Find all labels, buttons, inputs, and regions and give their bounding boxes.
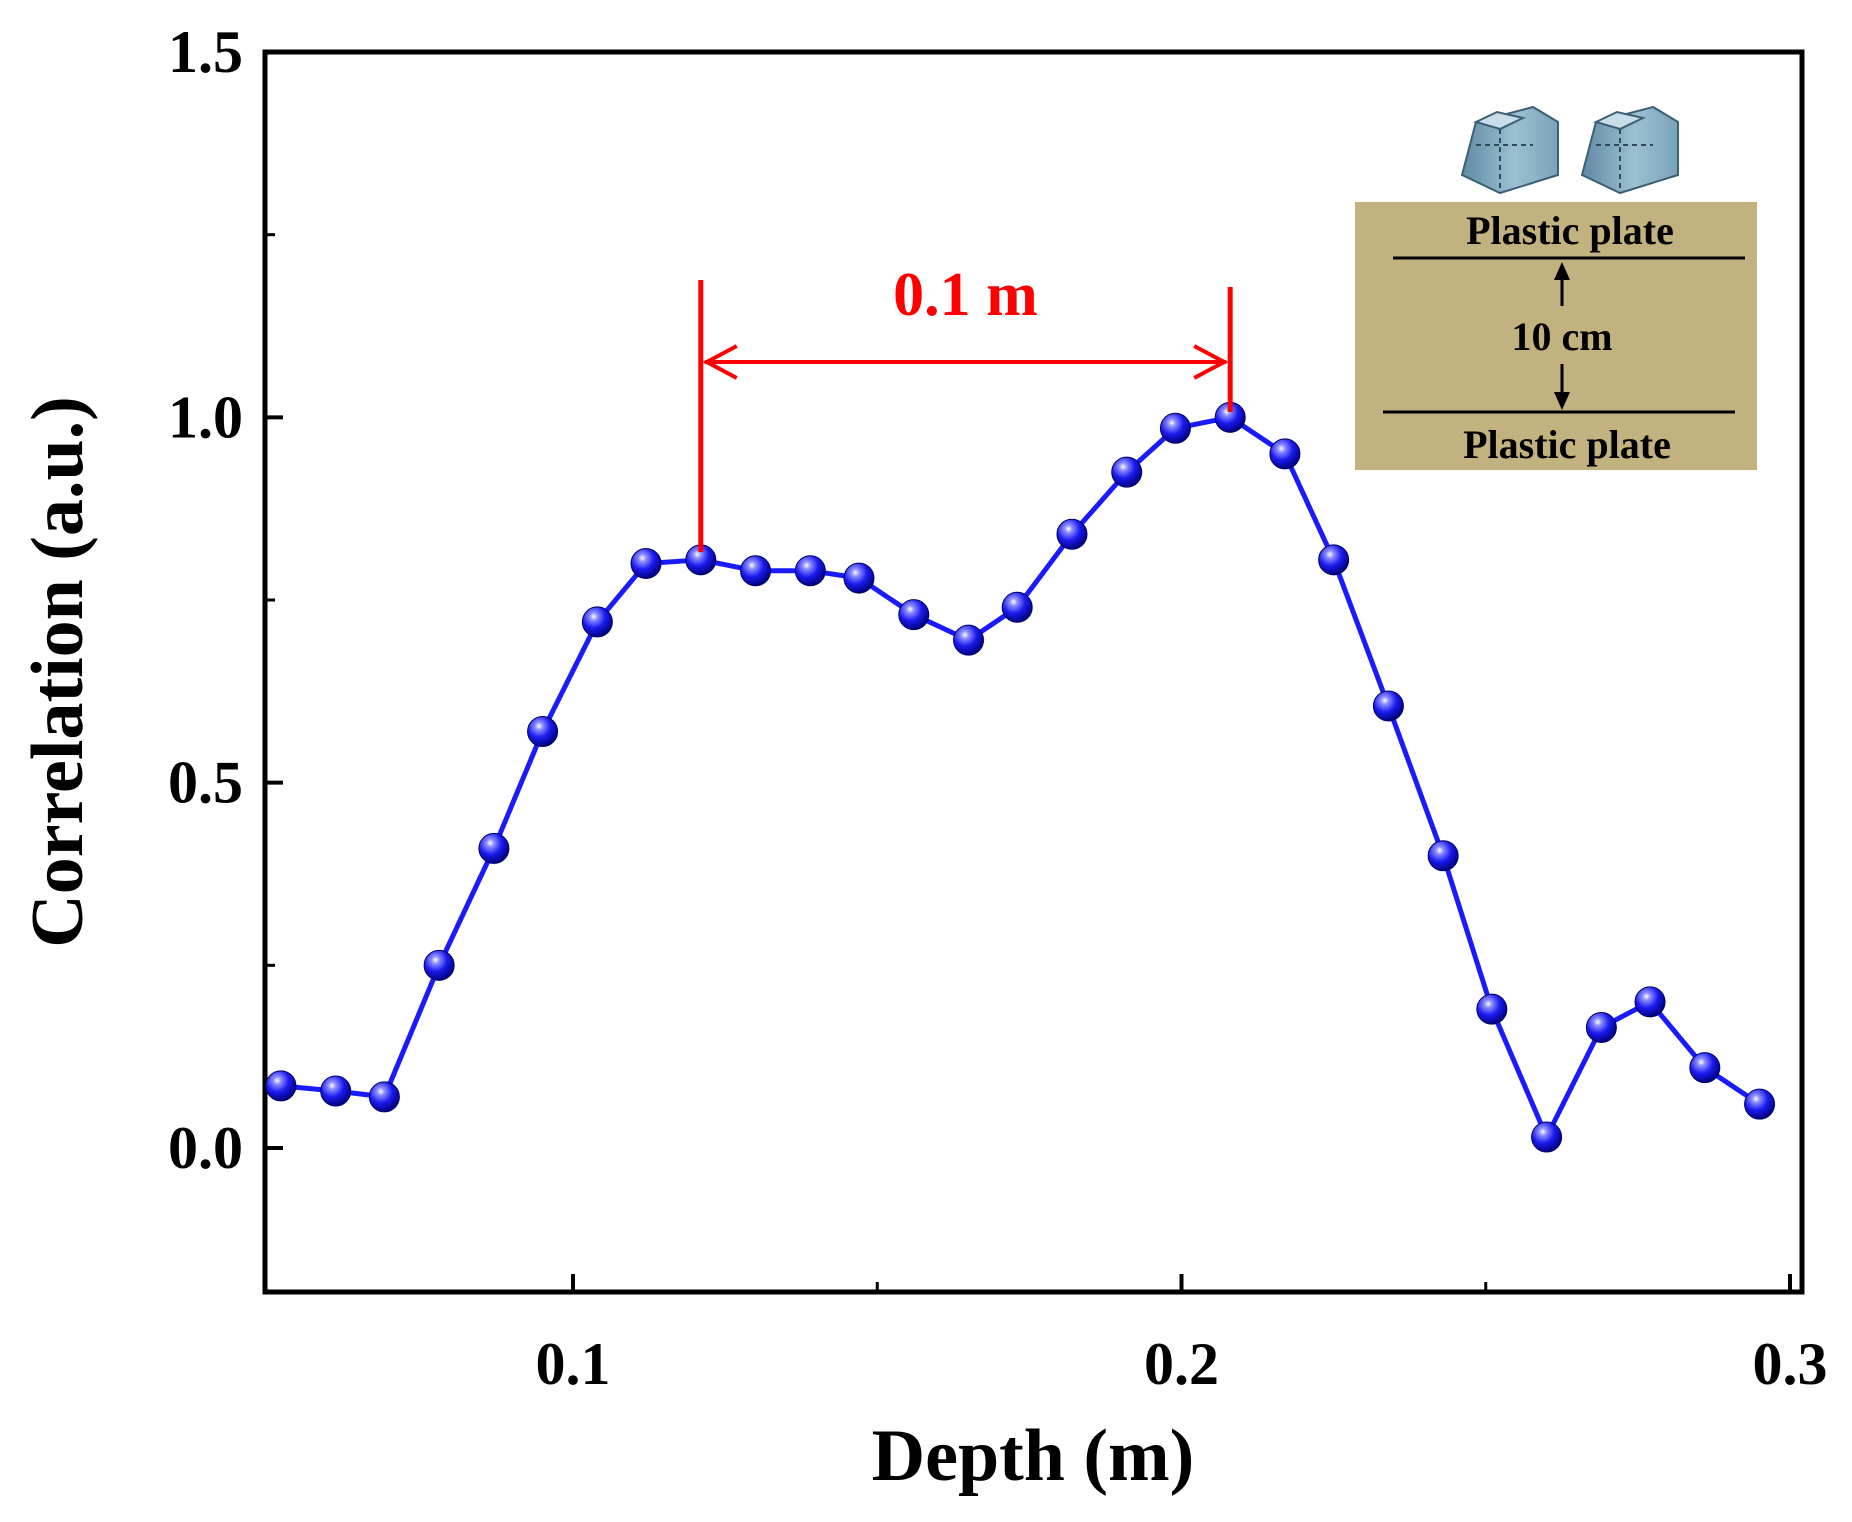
x-tick-label: 0.1 bbox=[536, 1331, 611, 1397]
gap-arrow-up-head bbox=[1554, 262, 1570, 280]
data-point bbox=[1689, 1052, 1721, 1084]
data-point bbox=[898, 599, 930, 631]
bottom-plate-label: Plastic plate bbox=[1463, 422, 1671, 467]
series-layer bbox=[265, 401, 1776, 1153]
data-point bbox=[1427, 840, 1459, 872]
gap-label: 10 cm bbox=[1511, 314, 1612, 359]
y-tick-label: 0.5 bbox=[168, 750, 243, 816]
data-point bbox=[1744, 1088, 1776, 1120]
data-point bbox=[794, 555, 826, 587]
data-point bbox=[1269, 438, 1301, 470]
data-point bbox=[1531, 1121, 1563, 1153]
series-line bbox=[280, 414, 1761, 1140]
inset-schematic: Plastic plate 10 cm Plastic plate bbox=[1355, 105, 1757, 470]
x-tick-label: 0.3 bbox=[1753, 1331, 1828, 1397]
data-point bbox=[1159, 412, 1191, 444]
annotation-arrow-left-head bbox=[702, 344, 738, 380]
data-point bbox=[527, 716, 559, 748]
data-point bbox=[1585, 1011, 1617, 1043]
data-point bbox=[320, 1075, 352, 1107]
data-point bbox=[1372, 690, 1404, 722]
y-axis-label: Correlation (a.u.) bbox=[17, 396, 99, 948]
data-point bbox=[953, 624, 985, 656]
data-point bbox=[1634, 986, 1666, 1018]
data-point bbox=[1318, 544, 1350, 576]
x-tick-label: 0.2 bbox=[1144, 1331, 1219, 1397]
plot-frame bbox=[262, 49, 1805, 1295]
y-tick-label: 0.0 bbox=[168, 1115, 243, 1181]
y-tick-label: 1.0 bbox=[168, 384, 243, 450]
data-point bbox=[1111, 456, 1143, 488]
data-point bbox=[843, 562, 875, 594]
y-tick-label: 1.5 bbox=[168, 19, 243, 85]
gap-arrow-down-head bbox=[1554, 392, 1570, 410]
transducer-icon bbox=[1580, 105, 1679, 195]
data-point bbox=[1056, 518, 1088, 550]
data-point bbox=[630, 547, 662, 579]
data-point bbox=[581, 606, 613, 638]
annotation-label: 0.1 m bbox=[893, 261, 1038, 329]
inset-background bbox=[1355, 202, 1757, 470]
data-point bbox=[423, 949, 455, 981]
data-point bbox=[1476, 993, 1508, 1025]
data-point bbox=[368, 1081, 400, 1113]
y-axis-ticks: 0.0 0.5 1.0 1.5 bbox=[168, 19, 283, 1181]
transducer-icon bbox=[1460, 105, 1559, 195]
x-axis-label: Depth (m) bbox=[872, 1415, 1195, 1497]
data-point bbox=[265, 1070, 297, 1102]
x-axis-ticks: 0.1 0.2 0.3 bbox=[536, 1274, 1828, 1397]
span-annotation: 0.1 m bbox=[698, 261, 1233, 552]
annotation-arrow-right-head bbox=[1193, 344, 1229, 380]
data-point bbox=[478, 832, 510, 864]
data-point bbox=[740, 555, 772, 587]
top-plate-label: Plastic plate bbox=[1466, 208, 1674, 253]
data-point bbox=[1001, 591, 1033, 623]
